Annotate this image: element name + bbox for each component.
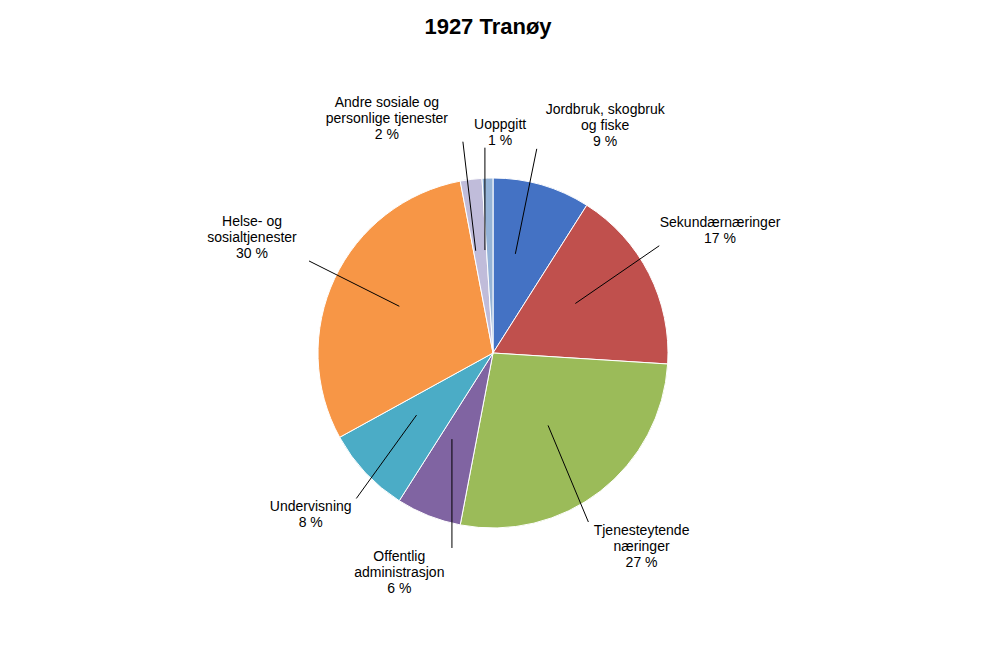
svg-text:Undervisning8 %: Undervisning8 %	[270, 498, 352, 530]
svg-text:Jordbruk, skogbrukog fiske9 %: Jordbruk, skogbrukog fiske9 %	[546, 101, 666, 149]
svg-text:Andre sosiale ogpersonlige tje: Andre sosiale ogpersonlige tjenester2 %	[326, 94, 449, 142]
svg-text:Uoppgitt1 %: Uoppgitt1 %	[474, 116, 526, 148]
svg-text:Tjenesteytendenæringer27 %: Tjenesteytendenæringer27 %	[594, 522, 690, 570]
html-text:1927 Tranøy: 1927 Tranøy	[424, 14, 552, 39]
svg-text:Helse- ogsosialtjenester30 %: Helse- ogsosialtjenester30 %	[207, 213, 297, 261]
svg-text:Sekundærnæringer17 %: Sekundærnæringer17 %	[660, 214, 781, 246]
svg-text:Offentligadministrasjon6 %: Offentligadministrasjon6 %	[354, 548, 444, 596]
